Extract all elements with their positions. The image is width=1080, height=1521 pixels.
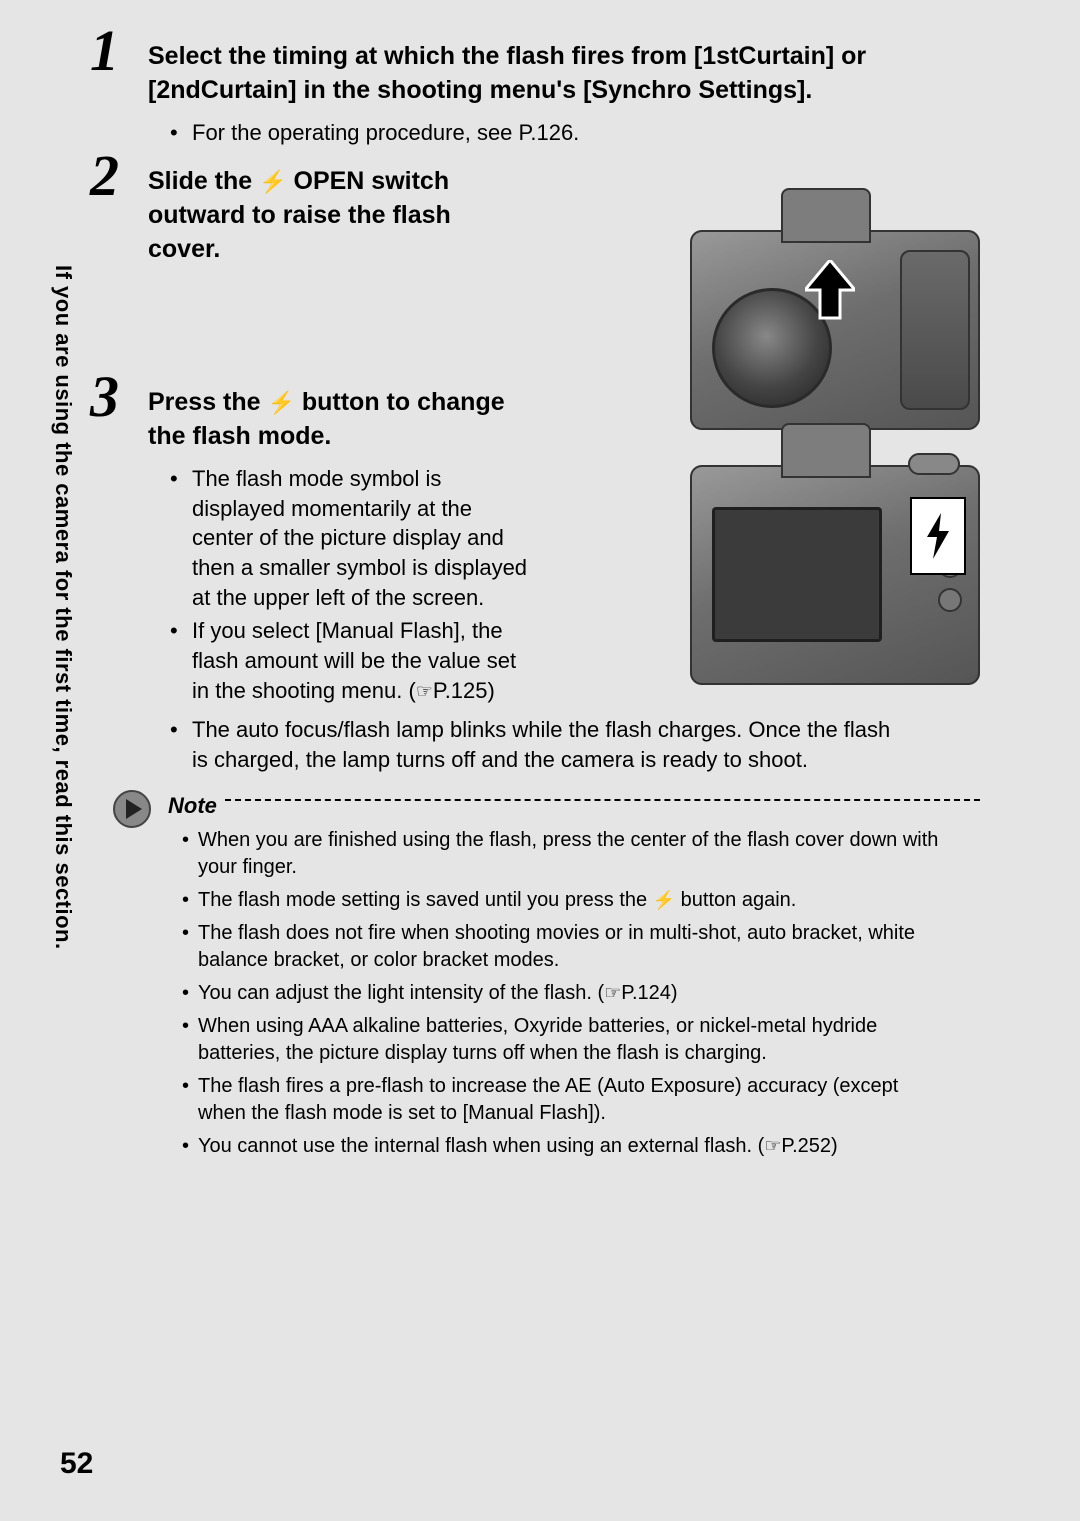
page-number: 52 — [60, 1447, 93, 1481]
note-bullets: When you are finished using the flash, p… — [168, 827, 980, 1160]
step-1-heading: Select the timing at which the flash fir… — [120, 40, 900, 108]
note-4: You can adjust the light intensity of th… — [182, 980, 942, 1007]
step-1-bullets: For the operating procedure, see P.126. — [120, 118, 980, 148]
step-1-number: 1 — [90, 22, 119, 80]
step-2-number: 2 — [90, 147, 119, 205]
step-2: 2 Slide the ⚡ OPEN switch outward to rai… — [120, 165, 980, 266]
note-6: The flash fires a pre-flash to increase … — [182, 1073, 942, 1127]
step-3-bullet-3: The auto focus/flash lamp blinks while t… — [170, 715, 910, 774]
step-2-head-a: Slide the — [148, 167, 259, 195]
step-3: 3 Press the ⚡ button to change the flash… — [120, 386, 980, 774]
flash-icon-inline: ⚡ — [259, 169, 286, 194]
note-3: The flash does not fire when shooting mo… — [182, 920, 942, 974]
flash-icon-inline-2: ⚡ — [268, 390, 295, 415]
note-1: When you are finished using the flash, p… — [182, 827, 942, 881]
step-3-bullet-2: If you select [Manual Flash], the flash … — [170, 616, 530, 705]
step-3-bullet-1: The flash mode symbol is displayed momen… — [170, 464, 530, 612]
page-ref-icon: ☞ — [416, 681, 433, 702]
step-3-bullets-wide: The auto focus/flash lamp blinks while t… — [120, 715, 980, 774]
step-3-heading: Press the ⚡ button to change the flash m… — [120, 386, 520, 454]
note-2: The flash mode setting is saved until yo… — [182, 887, 942, 914]
step-3-number: 3 — [90, 368, 119, 426]
note-5: When using AAA alkaline batteries, Oxyri… — [182, 1013, 942, 1067]
up-arrow-icon — [805, 260, 855, 335]
note-7: You cannot use the internal flash when u… — [182, 1133, 942, 1160]
page-ref-icon-2: ☞ — [604, 983, 621, 1004]
sidebar-section-title: If you are using the camera for the firs… — [50, 265, 76, 950]
manual-page: If you are using the camera for the firs… — [0, 0, 1080, 1521]
note-label: Note — [168, 793, 217, 819]
note-block: Note When you are finished using the fla… — [120, 793, 980, 1160]
note-header-row: Note — [168, 793, 980, 819]
step-3-head-a: Press the — [148, 388, 268, 416]
step-1-bullet-1: For the operating procedure, see P.126. — [170, 118, 910, 148]
flash-icon-inline-3: ⚡ — [653, 890, 675, 910]
page-ref-icon-3: ☞ — [764, 1136, 781, 1157]
note-icon — [112, 789, 152, 829]
note-divider — [225, 799, 980, 801]
step-2-heading: Slide the ⚡ OPEN switch outward to raise… — [120, 165, 520, 266]
step-3-bullets-narrow: The flash mode symbol is displayed momen… — [120, 464, 980, 706]
step-1: 1 Select the timing at which the flash f… — [120, 40, 980, 147]
